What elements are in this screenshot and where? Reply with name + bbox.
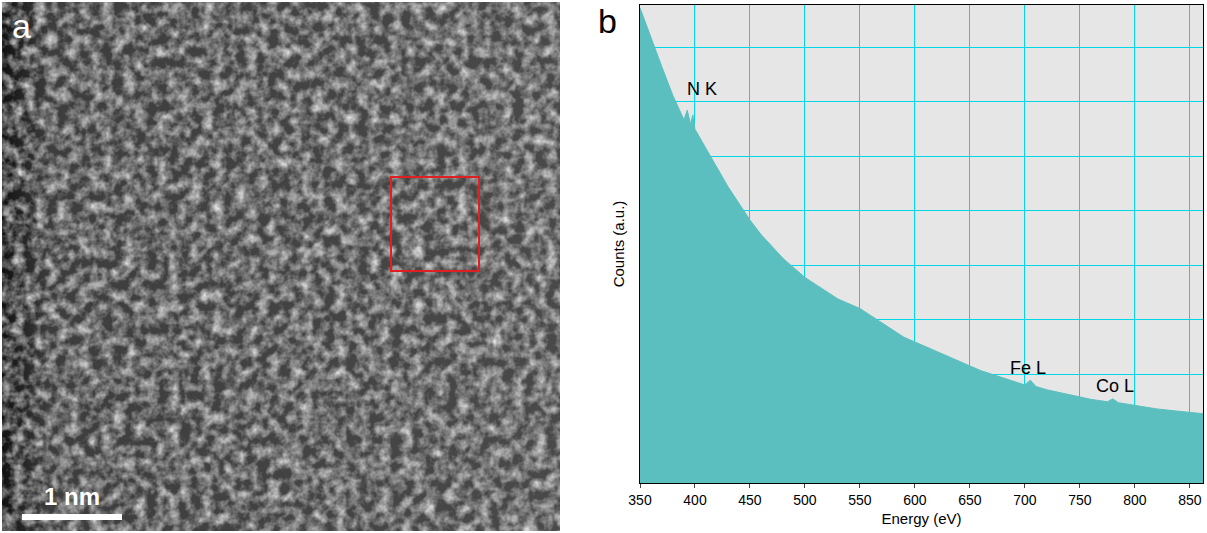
svg-text:500: 500 (793, 492, 817, 508)
svg-text:a: a (12, 7, 31, 45)
html-text:b: b (598, 2, 617, 40)
svg-text:N K: N K (687, 79, 717, 99)
svg-text:350: 350 (628, 492, 652, 508)
svg-text:450: 450 (738, 492, 762, 508)
svg-text:550: 550 (848, 492, 872, 508)
svg-text:Counts (a.u.): Counts (a.u.) (610, 201, 627, 288)
svg-text:800: 800 (1123, 492, 1147, 508)
svg-text:850: 850 (1178, 492, 1202, 508)
svg-text:1 nm: 1 nm (44, 483, 100, 510)
svg-text:600: 600 (903, 492, 927, 508)
svg-text:Co L: Co L (1096, 376, 1134, 396)
svg-text:Energy (eV): Energy (eV) (881, 510, 961, 527)
svg-text:Fe L: Fe L (1010, 358, 1046, 378)
svg-text:400: 400 (683, 492, 707, 508)
svg-text:750: 750 (1068, 492, 1092, 508)
svg-text:700: 700 (1013, 492, 1037, 508)
svg-text:650: 650 (958, 492, 982, 508)
